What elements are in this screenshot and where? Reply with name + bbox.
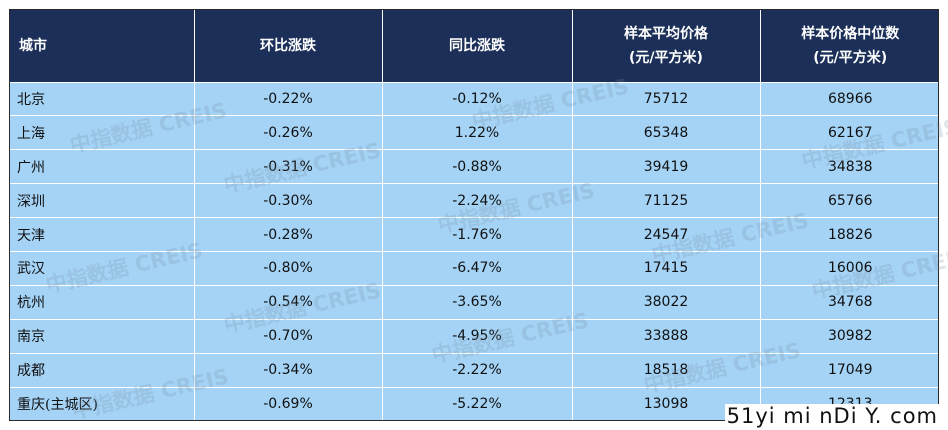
cell-yoy-change: -4.95% — [382, 318, 573, 354]
cell-mom-change: -0.22% — [194, 81, 383, 116]
table-row: 深圳 -0.30% -2.24% 71125 65766 — [10, 183, 938, 218]
cell-average-price: 13098 — [572, 386, 761, 420]
table-row: 杭州 -0.54% -3.65% 38022 34768 — [10, 284, 938, 320]
cell-yoy-change: 1.22% — [382, 115, 573, 150]
table-header-row: 城市 环比涨跌 同比涨跌 样本平均价格 (元/平方米) 样本价格中位数 (元/平… — [10, 10, 938, 82]
cell-average-price: 39419 — [572, 149, 761, 184]
table-row: 成都 -0.34% -2.22% 18518 17049 — [10, 352, 938, 388]
cell-mom-change: -0.31% — [194, 149, 383, 184]
cell-average-price: 17415 — [572, 250, 761, 286]
cell-median-price: 62167 — [760, 115, 938, 150]
cell-city: 天津 — [10, 217, 195, 252]
cell-city: 深圳 — [10, 183, 195, 218]
cell-mom-change: -0.70% — [194, 318, 383, 354]
table-row: 南京 -0.70% -4.95% 33888 30982 — [10, 318, 938, 354]
cell-yoy-change: -0.88% — [382, 149, 573, 184]
cell-city: 重庆(主城区) — [10, 386, 195, 420]
cell-median-price: 16006 — [760, 250, 938, 286]
table-row: 广州 -0.31% -0.88% 39419 34838 — [10, 149, 938, 184]
cell-yoy-change: -6.47% — [382, 250, 573, 286]
cell-mom-change: -0.34% — [194, 352, 383, 388]
cell-median-price: 34768 — [760, 284, 938, 320]
cell-mom-change: -0.54% — [194, 284, 383, 320]
cell-mom-change: -0.30% — [194, 183, 383, 218]
cell-mom-change: -0.80% — [194, 250, 383, 286]
cell-yoy-change: -1.76% — [382, 217, 573, 252]
cell-average-price: 24547 — [572, 217, 761, 252]
header-average-price-title: 样本平均价格 — [624, 25, 708, 42]
table-row: 北京 -0.22% -0.12% 75712 68966 — [10, 81, 938, 116]
site-watermark: 51yi mi nDi Y. com — [724, 404, 940, 428]
cell-city: 成都 — [10, 352, 195, 388]
cell-mom-change: -0.69% — [194, 386, 383, 420]
cell-average-price: 65348 — [572, 115, 761, 150]
header-yoy-change: 同比涨跌 — [382, 10, 573, 82]
header-average-price: 样本平均价格 (元/平方米) — [572, 10, 761, 82]
cell-city: 上海 — [10, 115, 195, 150]
header-city: 城市 — [10, 10, 195, 82]
cell-average-price: 33888 — [572, 318, 761, 354]
table-row: 上海 -0.26% 1.22% 65348 62167 — [10, 115, 938, 150]
cell-city: 武汉 — [10, 250, 195, 286]
cell-median-price: 30982 — [760, 318, 938, 354]
header-average-price-unit: (元/平方米) — [629, 49, 703, 66]
cell-mom-change: -0.26% — [194, 115, 383, 150]
cell-yoy-change: -5.22% — [382, 386, 573, 420]
cell-median-price: 18826 — [760, 217, 938, 252]
header-mom-change: 环比涨跌 — [194, 10, 383, 82]
cell-median-price: 34838 — [760, 149, 938, 184]
cell-yoy-change: -2.22% — [382, 352, 573, 388]
cell-average-price: 18518 — [572, 352, 761, 388]
cell-city: 北京 — [10, 81, 195, 116]
table-row: 重庆(主城区)-0.69%-5.22%1309812313 — [10, 386, 938, 420]
cell-yoy-change: -2.24% — [382, 183, 573, 218]
cell-mom-change: -0.28% — [194, 217, 383, 252]
cell-median-price: 65766 — [760, 183, 938, 218]
cell-yoy-change: -3.65% — [382, 284, 573, 320]
cell-median-price: 17049 — [760, 352, 938, 388]
cell-yoy-change: -0.12% — [382, 81, 573, 116]
header-median-price-title: 样本价格中位数 — [801, 25, 900, 42]
header-median-price: 样本价格中位数 (元/平方米) — [760, 10, 938, 82]
cell-average-price: 75712 — [572, 81, 761, 116]
table-row: 武汉 -0.80% -6.47% 17415 16006 — [10, 250, 938, 286]
cell-average-price: 71125 — [572, 183, 761, 218]
cell-average-price: 38022 — [572, 284, 761, 320]
cell-city: 杭州 — [10, 284, 195, 320]
price-table-frame: 城市 环比涨跌 同比涨跌 样本平均价格 (元/平方米) 样本价格中位数 (元/平… — [9, 9, 939, 421]
cell-city: 南京 — [10, 318, 195, 354]
table-row: 天津 -0.28% -1.76% 24547 18826 — [10, 217, 938, 252]
header-median-price-unit: (元/平方米) — [813, 49, 888, 66]
cell-city: 广州 — [10, 149, 195, 184]
table-body: 北京 -0.22% -0.12% 75712 68966 上海 -0.26% 1.22% 653… — [10, 81, 938, 420]
cell-median-price: 68966 — [760, 81, 938, 116]
city-price-table: 城市 环比涨跌 同比涨跌 样本平均价格 (元/平方米) 样本价格中位数 (元/平… — [10, 10, 938, 420]
